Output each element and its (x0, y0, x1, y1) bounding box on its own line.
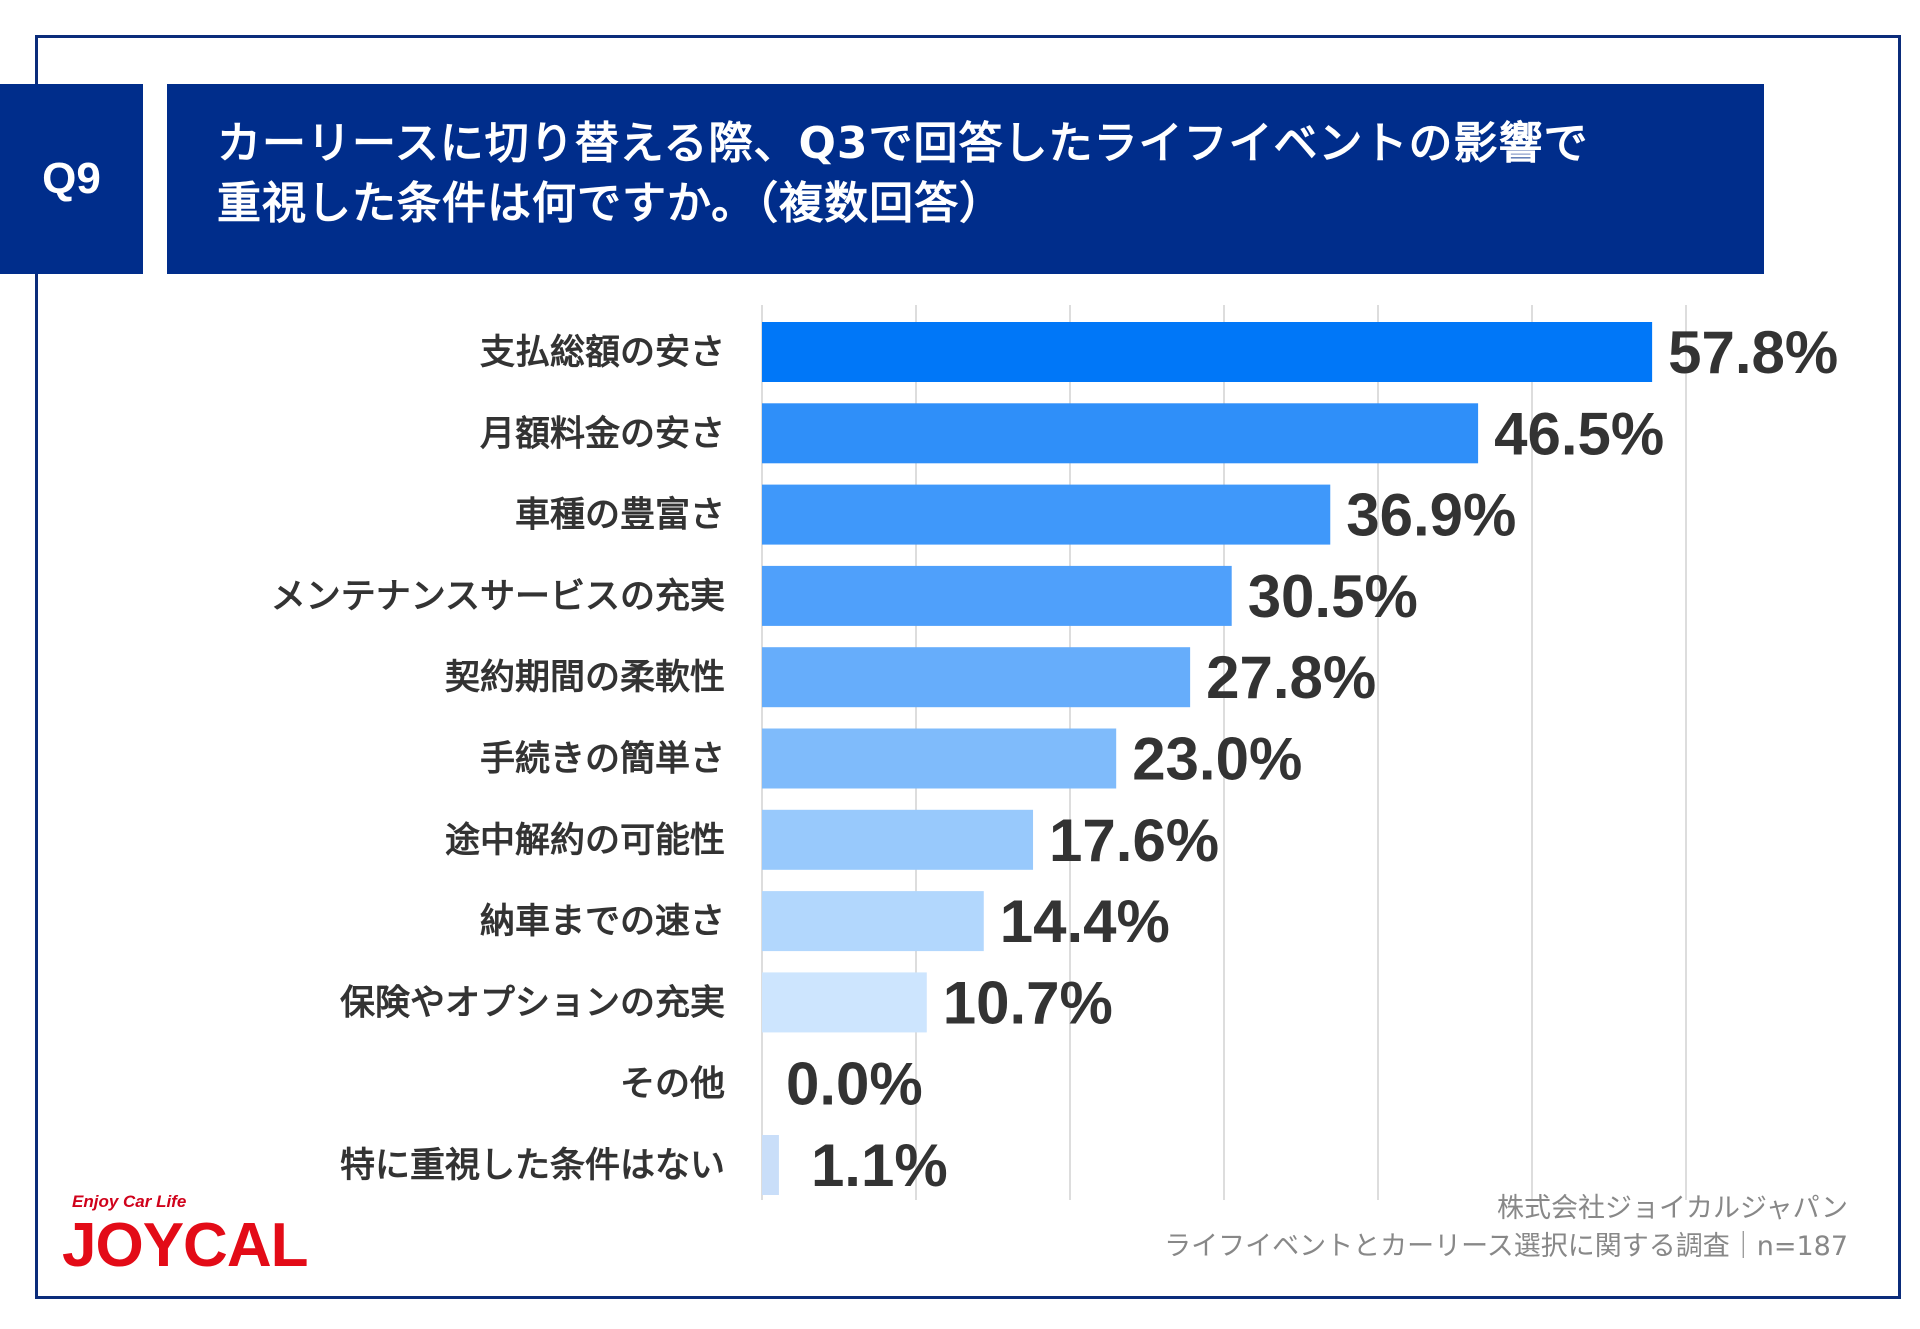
question-line-2: 重視した条件は何ですか。（複数回答） (217, 178, 1005, 229)
bar (762, 728, 1117, 789)
frame-border (35, 35, 1901, 1299)
question-badge: Q9 (0, 84, 143, 274)
bar (762, 972, 927, 1033)
category-label: 契約期間の柔軟性 (445, 658, 725, 698)
labels: 支払総額の安さ 57.8% 月額料金の安さ 46.5% 車種の豊富さ 36.9% メンテナン… (271, 319, 1839, 1199)
bar (762, 809, 1034, 870)
value-label: 10.7% (943, 969, 1113, 1036)
category-label: 手続きの簡単さ (480, 740, 725, 780)
question-line-1: カーリースに切り替える際、Q3で回答したライフイベントの影響で (217, 118, 1589, 169)
category-label: 特に重視した条件はない (340, 1146, 725, 1186)
value-label: 36.9% (1346, 482, 1516, 549)
question-title: カーリースに切り替える際、Q3で回答したライフイベントの影響で 重視した条件は何… (167, 84, 1764, 274)
category-label: 支払総額の安さ (480, 333, 725, 373)
value-label: 17.6% (1049, 807, 1219, 874)
bar (762, 403, 1479, 464)
source-note: 株式会社ジョイカルジャパン ライフイベントとカーリース選択に関する調査｜n=18… (1164, 1190, 1848, 1266)
category-label: 保険やオプションの充実 (340, 983, 725, 1023)
source-survey: ライフイベントとカーリース選択に関する調査｜n=187 (1164, 1231, 1848, 1262)
value-label: 1.1% (811, 1132, 948, 1199)
value-label: 57.8% (1668, 319, 1838, 386)
value-label: 14.4% (1000, 888, 1170, 955)
category-label: 途中解約の可能性 (445, 820, 725, 861)
bar (762, 891, 984, 952)
value-label: 27.8% (1206, 644, 1376, 711)
logo-wordmark: JOYCAL (62, 1211, 308, 1280)
value-label: 30.5% (1248, 563, 1418, 630)
value-label: 46.5% (1494, 400, 1664, 467)
category-label: 月額料金の安さ (480, 413, 725, 454)
bar (762, 322, 1653, 382)
logo-tagline: Enjoy Car Life (72, 1192, 187, 1211)
category-label: その他 (620, 1065, 725, 1105)
bar (762, 647, 1191, 708)
category-label: 車種の豊富さ (515, 495, 725, 536)
source-company: 株式会社ジョイカルジャパン (1497, 1193, 1848, 1224)
joycal-logo: Enjoy Car Life JOYCAL (62, 1192, 332, 1282)
bar (762, 484, 1331, 545)
value-label: 23.0% (1132, 726, 1302, 793)
value-label: 0.0% (786, 1051, 923, 1118)
category-label: 納車までの速さ (480, 902, 725, 942)
bars (762, 322, 1653, 1195)
bar (762, 1135, 779, 1195)
category-label: メンテナンスサービスの充実 (271, 577, 725, 617)
bar (762, 565, 1232, 626)
